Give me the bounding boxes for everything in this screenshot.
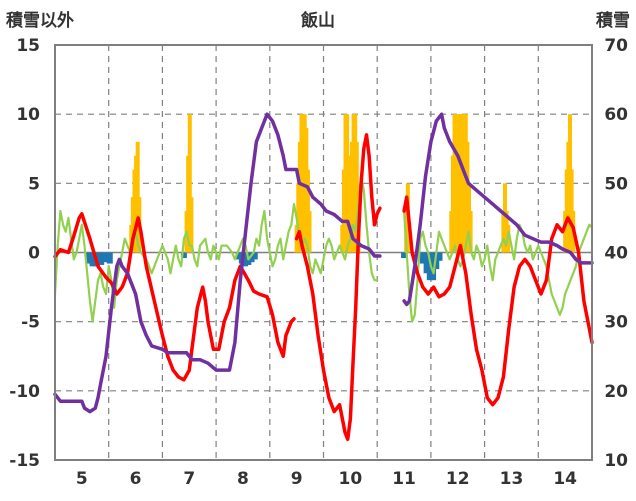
blue-bar	[98, 252, 105, 265]
x-tick-label: 14	[553, 469, 577, 489]
x-tick-label: 6	[130, 469, 142, 489]
x-tick-label: 7	[183, 469, 195, 489]
blue-bar	[251, 252, 258, 260]
red-series-line	[294, 133, 382, 442]
red-series-line	[53, 212, 296, 382]
right-tick-label: 20	[604, 382, 628, 402]
x-tick-label: 5	[76, 469, 88, 489]
left-tick-label: -15	[9, 451, 40, 471]
series-lines	[53, 112, 594, 442]
right-tick-label: 10	[604, 451, 628, 471]
x-tick-label: 12	[446, 469, 470, 489]
orange-bar	[468, 211, 473, 253]
blue-bar	[430, 252, 437, 281]
orange-bar	[187, 114, 192, 253]
blue-bar	[89, 252, 96, 267]
orange-bar	[135, 141, 140, 253]
red-series-line	[402, 195, 594, 407]
blue-bar	[248, 252, 255, 263]
left-axis-ticks: -15 -10 -5 0 5 10 15	[9, 36, 40, 471]
x-tick-label: 9	[291, 469, 303, 489]
green-series-line	[53, 175, 379, 323]
left-tick-label: 15	[16, 36, 40, 56]
orange-bars	[129, 114, 576, 253]
blue-bar	[106, 252, 113, 264]
orange-bar	[307, 211, 312, 253]
left-axis-title: 積雪以外	[6, 10, 74, 31]
blue-bar	[235, 252, 242, 260]
right-tick-label: 50	[604, 174, 628, 194]
orange-bar	[354, 141, 359, 253]
chart-title: 飯山	[300, 10, 335, 31]
right-tick-label: 60	[604, 105, 628, 125]
blue-bar	[401, 252, 408, 259]
plot-frame	[54, 44, 593, 461]
left-tick-label: -10	[9, 382, 40, 402]
x-tick-label: 10	[339, 469, 363, 489]
green-series-line	[403, 209, 594, 323]
left-tick-label: 10	[16, 105, 40, 125]
right-axis-title: 積雪	[596, 10, 630, 31]
blue-bar	[85, 252, 92, 264]
x-tick-label: 8	[237, 469, 249, 489]
blue-bar	[102, 252, 109, 263]
x-tick-label: 11	[392, 469, 416, 489]
left-tick-label: -5	[21, 313, 40, 333]
x-tick-label: 13	[500, 469, 524, 489]
blue-bar	[419, 252, 426, 264]
right-axis-ticks: 10 20 30 40 50 60 70	[604, 36, 628, 471]
blue-bar	[423, 252, 430, 274]
left-tick-label: 0	[28, 244, 40, 264]
left-tick-label: 5	[28, 174, 40, 194]
orange-bar	[189, 197, 194, 253]
x-axis-ticks: 5 6 7 8 9 10 11 12 13 14	[76, 469, 577, 489]
snow-depth-line	[53, 112, 382, 414]
right-tick-label: 40	[604, 244, 628, 264]
right-tick-label: 30	[604, 313, 628, 333]
blue-bar	[436, 252, 443, 261]
blue-bar	[180, 252, 187, 259]
blue-bar	[242, 252, 249, 267]
right-tick-label: 70	[604, 36, 628, 56]
snow-depth-line	[402, 112, 594, 307]
